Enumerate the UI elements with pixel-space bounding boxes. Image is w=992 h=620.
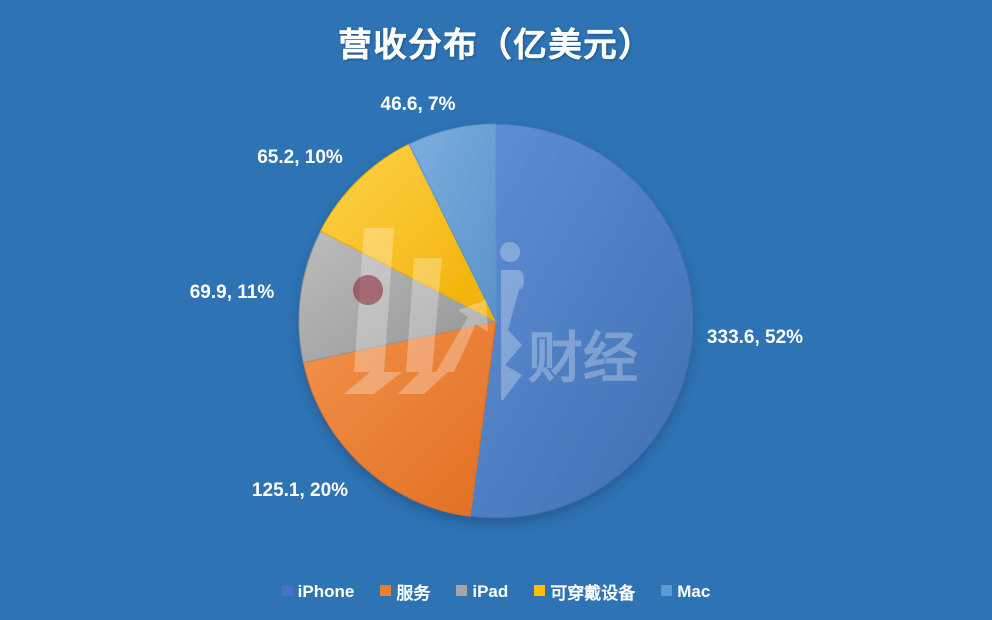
svg-text:财经: 财经 xyxy=(528,327,638,389)
